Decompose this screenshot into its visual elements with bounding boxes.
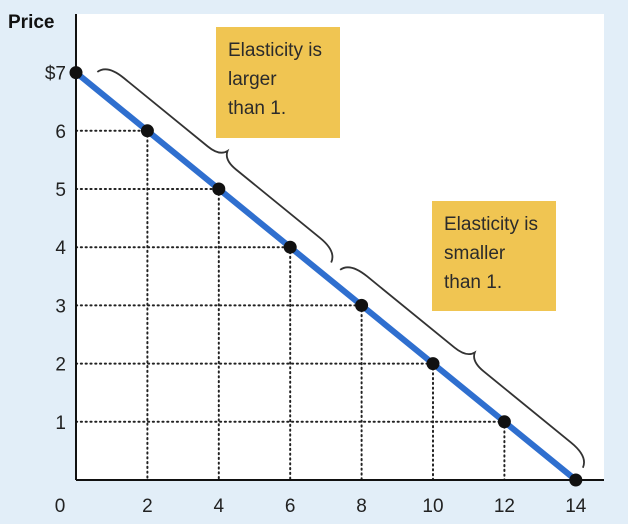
x-tick-label: 12 bbox=[494, 496, 515, 517]
annotation-box-2 bbox=[432, 201, 556, 311]
annotation-text: smaller bbox=[444, 243, 506, 264]
data-point-4 bbox=[355, 298, 369, 312]
y-tick-label: 6 bbox=[55, 122, 66, 143]
data-point-6 bbox=[497, 415, 511, 429]
x-tick-label: 10 bbox=[422, 496, 443, 517]
y-tick-label: 4 bbox=[55, 238, 66, 259]
data-point-5 bbox=[426, 357, 440, 371]
brace-inelastic-range bbox=[339, 266, 585, 469]
annotation-text: Elasticity is bbox=[228, 40, 322, 61]
y-tick-label: 2 bbox=[55, 355, 66, 376]
x-tick-label: 0 bbox=[55, 496, 66, 517]
annotation-box-1 bbox=[216, 27, 340, 138]
y-tick-label: 1 bbox=[55, 413, 66, 434]
y-axis-label: Price bbox=[8, 12, 54, 33]
data-point-2 bbox=[212, 182, 226, 196]
data-point-3 bbox=[283, 240, 297, 254]
brace-elastic-range bbox=[96, 68, 334, 263]
y-tick-label: $7 bbox=[45, 64, 66, 85]
annotation-text: Elasticity is bbox=[444, 214, 538, 235]
x-tick-label: 8 bbox=[356, 496, 367, 517]
annotation-text: than 1. bbox=[444, 272, 502, 293]
y-tick-label: 3 bbox=[55, 296, 66, 317]
x-tick-label: 14 bbox=[565, 496, 587, 517]
annotation-text: than 1. bbox=[228, 98, 286, 119]
x-tick-label: 2 bbox=[142, 496, 153, 517]
annotation-text: larger bbox=[228, 69, 277, 90]
demand-line bbox=[73, 69, 579, 483]
x-tick-label: 6 bbox=[285, 496, 296, 517]
data-point-0 bbox=[69, 66, 83, 80]
data-point-7 bbox=[569, 473, 583, 487]
y-tick-label: 5 bbox=[55, 180, 66, 201]
data-point-1 bbox=[140, 124, 154, 138]
x-tick-label: 4 bbox=[214, 496, 225, 517]
